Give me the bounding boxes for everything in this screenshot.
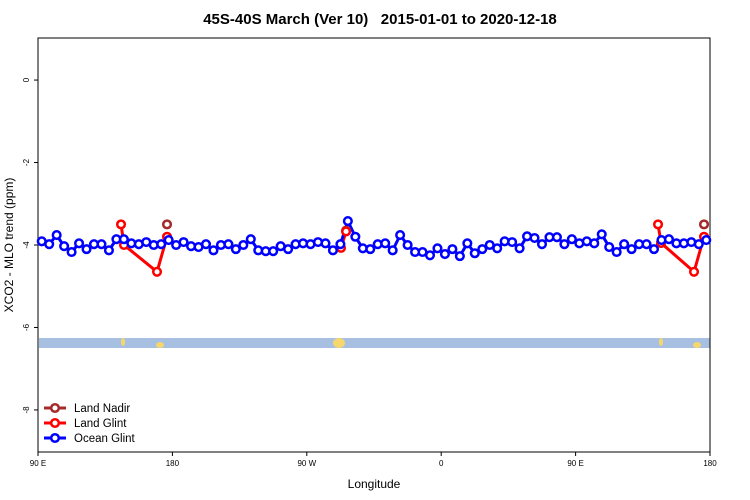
data-point	[230, 244, 241, 255]
data-point	[387, 245, 398, 256]
data-point	[103, 245, 114, 256]
land-patch	[156, 342, 164, 348]
land-patch	[659, 338, 663, 346]
data-point	[492, 243, 503, 254]
data-point	[536, 239, 548, 250]
data-point	[688, 266, 700, 277]
legend-label: Land Glint	[74, 418, 127, 430]
data-point	[178, 237, 189, 248]
data-point	[454, 251, 465, 262]
legend-swatch-marker	[49, 402, 61, 414]
data-point	[380, 238, 391, 249]
legend: Land Nadir Land Glint Ocean Glint	[44, 402, 136, 445]
data-point	[59, 241, 70, 252]
data-point	[566, 234, 577, 245]
data-point	[96, 239, 107, 250]
y-tick-label: -8	[22, 406, 31, 414]
data-point	[245, 234, 256, 245]
x-tick-label: 180	[166, 459, 180, 468]
data-point	[447, 244, 458, 255]
data-point	[663, 234, 674, 245]
data-point	[283, 244, 294, 255]
data-point	[514, 243, 525, 254]
legend-swatch-marker	[49, 432, 61, 444]
data-point	[589, 238, 600, 249]
x-tick-label: 180	[703, 459, 717, 468]
data-point	[424, 250, 436, 261]
data-point	[118, 234, 129, 245]
data-point	[439, 249, 450, 260]
y-tick-label: -6	[22, 323, 31, 331]
data-point	[604, 242, 615, 253]
data-point	[395, 230, 406, 241]
data-point	[611, 246, 622, 258]
data-point	[551, 232, 562, 243]
data-point	[469, 248, 480, 259]
data-point	[596, 229, 607, 240]
data-point	[559, 239, 570, 250]
data-point	[200, 239, 212, 250]
data-point	[335, 239, 346, 250]
x-tick-label: 90 E	[30, 459, 46, 468]
ocean-strip	[39, 338, 710, 348]
data-point	[648, 244, 660, 255]
data-point	[161, 219, 173, 230]
data-point	[365, 244, 376, 255]
data-point	[223, 239, 234, 250]
data-point	[66, 246, 77, 258]
y-tick-label: 0	[22, 77, 31, 82]
land-patch	[121, 338, 125, 346]
data-point	[652, 219, 664, 230]
data-point	[529, 232, 540, 244]
y-tick-label: -2	[22, 158, 31, 166]
land-patch	[333, 338, 345, 348]
x-tick-label: 90 W	[297, 459, 316, 468]
x-tick-label: 90 E	[567, 459, 583, 468]
legend-label: Ocean Glint	[74, 433, 136, 445]
data-point	[156, 239, 167, 250]
data-point	[208, 245, 219, 256]
data-point	[626, 244, 637, 255]
data-point	[619, 239, 630, 250]
data-point	[342, 216, 353, 227]
legend-label: Land Nadir	[74, 403, 130, 415]
data-point	[432, 243, 443, 254]
data-point	[701, 235, 712, 246]
data-point	[402, 239, 413, 251]
y-tick-label: -4	[22, 241, 31, 249]
chart-title: 45S-40S March (Ver 10) 2015-01-01 to 202…	[203, 11, 557, 28]
data-point	[320, 238, 331, 249]
data-point	[507, 237, 518, 248]
data-point	[698, 219, 710, 230]
data-point	[477, 244, 488, 255]
data-point	[81, 244, 92, 255]
data-point	[163, 235, 174, 246]
legend-swatch-marker	[49, 417, 61, 429]
data-point	[327, 245, 338, 256]
data-point	[341, 226, 352, 237]
x-tick-label: 0	[439, 459, 444, 468]
map-strip	[39, 338, 710, 348]
data-point	[641, 239, 652, 250]
data-point	[462, 238, 473, 249]
x-axis-label: Longitude	[348, 477, 401, 491]
y-axis-label: XCO2 - MLO trend (ppm)	[2, 178, 16, 313]
data-point	[51, 230, 62, 241]
data-point	[151, 266, 163, 277]
data-point	[74, 238, 85, 249]
data-point	[268, 246, 279, 257]
data-point	[350, 231, 361, 242]
data-point	[693, 239, 704, 250]
data-point	[238, 239, 249, 251]
data-point	[115, 219, 127, 230]
land-patch	[693, 342, 701, 348]
data-point	[44, 239, 55, 250]
